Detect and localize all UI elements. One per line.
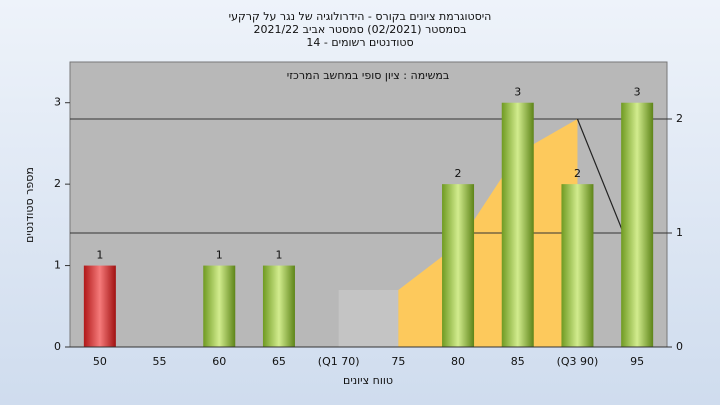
value-label: 3: [514, 86, 521, 99]
y2-tick-label: 1: [676, 226, 683, 239]
bar: [501, 102, 534, 347]
x-tick-label: 75: [391, 355, 405, 368]
x-tick-label: 60: [212, 355, 226, 368]
x-tick-label: (Q3 90): [557, 355, 599, 368]
bar: [83, 265, 116, 347]
bar: [621, 102, 654, 347]
title-line: סטודנטים רשומים - 14: [306, 36, 413, 49]
x-tick-label: 65: [272, 355, 286, 368]
value-label: 2: [455, 167, 462, 180]
x-tick-label: 85: [511, 355, 525, 368]
title-line: בסמסטר (02/2021) סמסטר אביב 2021/22: [253, 23, 466, 36]
area: [338, 290, 399, 347]
y-axis-label: מספר סטודנטים: [23, 167, 36, 243]
value-label: 2: [574, 167, 581, 180]
x-tick-label: 50: [93, 355, 107, 368]
x-tick-label: (Q1 70): [318, 355, 360, 368]
value-label: 1: [275, 249, 282, 262]
bar: [203, 265, 236, 347]
y2-tick-label: 0: [676, 340, 683, 353]
bar: [442, 184, 475, 347]
x-tick-label: 95: [630, 355, 644, 368]
y-tick-label: 3: [54, 96, 61, 109]
y-tick-label: 2: [54, 177, 61, 190]
bar: [561, 184, 594, 347]
title-line: היסטוגרמת ציונים בקורס - הידרולוגיה של נ…: [229, 10, 492, 23]
x-tick-label: 80: [451, 355, 465, 368]
value-label: 1: [96, 249, 103, 262]
bar: [262, 265, 295, 347]
x-axis-label: טווח ציונים: [343, 374, 393, 387]
value-label: 1: [216, 249, 223, 262]
y-tick-label: 0: [54, 340, 61, 353]
value-label: 3: [634, 86, 641, 99]
x-tick-label: 55: [153, 355, 167, 368]
y2-tick-label: 2: [676, 112, 683, 125]
annotation: במשימה : ציון סופי במחשב המרכזי: [287, 69, 450, 82]
y-tick-label: 1: [54, 259, 61, 272]
